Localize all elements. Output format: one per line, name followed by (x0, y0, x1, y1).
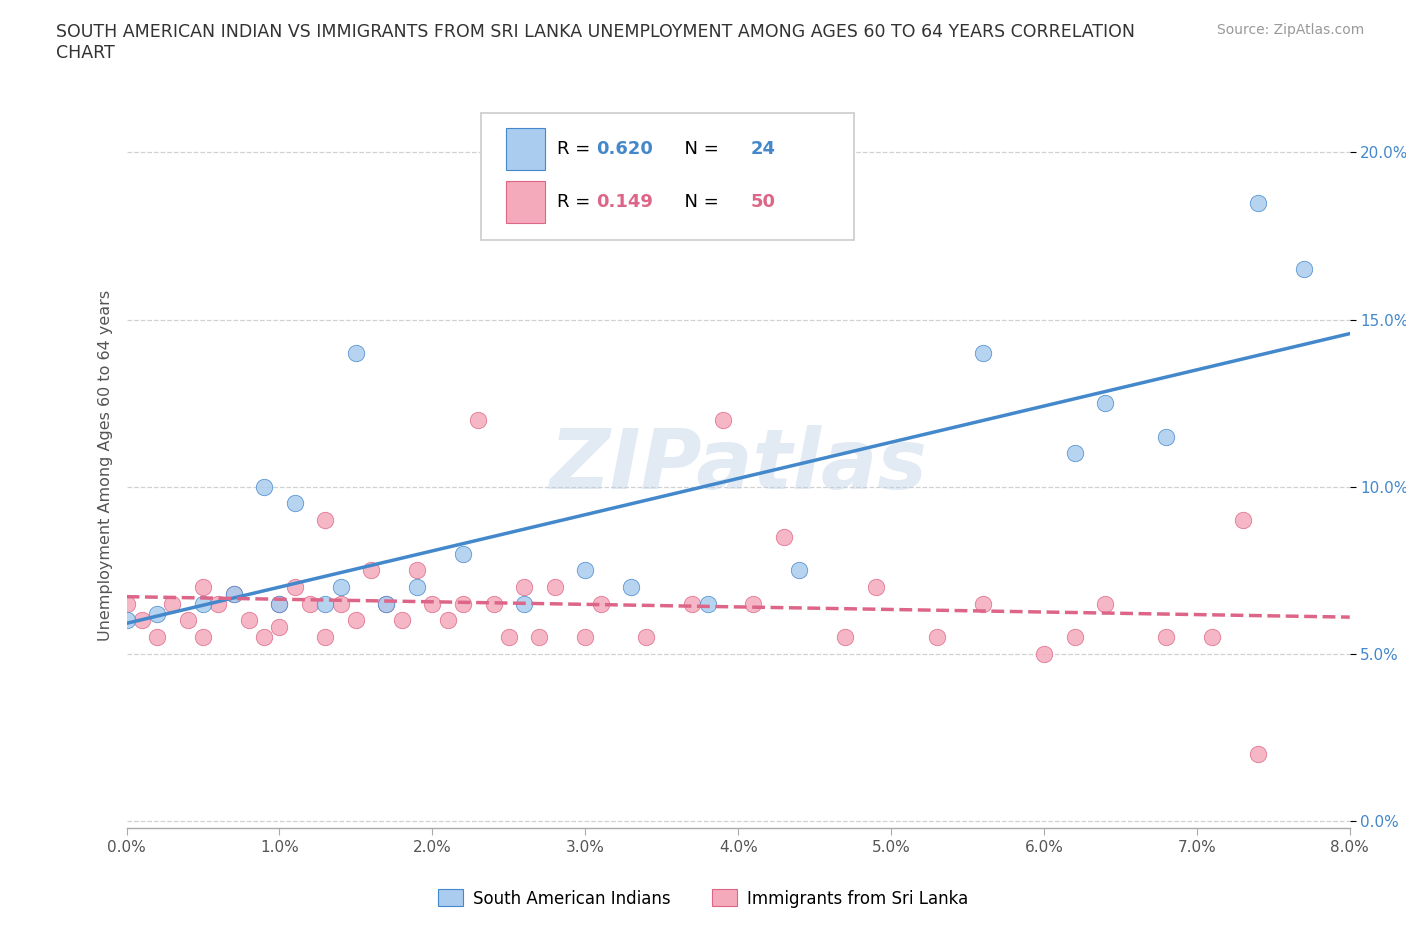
Point (1156, 630, 1178, 644)
Point (620, 579, 643, 594)
Point (972, 596, 994, 611)
Text: ZIPatlas: ZIPatlas (550, 424, 927, 506)
Point (1232, 512, 1254, 527)
Point (529, 630, 551, 644)
Point (681, 596, 703, 611)
Point (1247, 747, 1270, 762)
Point (773, 529, 796, 544)
Point (191, 630, 214, 644)
Point (375, 596, 398, 611)
Point (543, 579, 565, 594)
Legend: South American Indians, Immigrants from Sri Lanka: South American Indians, Immigrants from … (432, 883, 974, 914)
Point (422, 596, 444, 611)
Text: 0.149: 0.149 (596, 193, 654, 211)
Point (589, 596, 612, 611)
Point (1063, 630, 1085, 644)
Point (162, 596, 184, 611)
Point (344, 613, 367, 628)
Point (299, 596, 322, 611)
Point (314, 512, 336, 527)
Point (696, 596, 718, 611)
Point (467, 412, 489, 427)
Point (115, 596, 138, 611)
Point (329, 596, 352, 611)
Point (191, 596, 214, 611)
Text: 50: 50 (751, 193, 775, 211)
Text: SOUTH AMERICAN INDIAN VS IMMIGRANTS FROM SRI LANKA UNEMPLOYMENT AMONG AGES 60 TO: SOUTH AMERICAN INDIAN VS IMMIGRANTS FROM… (56, 23, 1135, 41)
Point (574, 563, 596, 578)
Point (131, 613, 153, 628)
Point (711, 412, 734, 427)
Text: N =: N = (673, 193, 725, 211)
Point (269, 596, 291, 611)
Point (269, 596, 291, 611)
Point (191, 579, 214, 594)
Point (344, 346, 367, 361)
Point (360, 563, 382, 578)
Text: R =: R = (557, 193, 596, 211)
Point (1094, 596, 1116, 611)
Point (314, 630, 336, 644)
Point (391, 613, 413, 628)
FancyBboxPatch shape (506, 181, 546, 223)
Point (253, 630, 276, 644)
Point (742, 596, 765, 611)
Point (284, 496, 307, 511)
Point (972, 346, 994, 361)
Point (238, 613, 260, 628)
Point (451, 546, 474, 561)
Point (222, 586, 245, 601)
Point (1032, 646, 1054, 661)
Point (1292, 262, 1315, 277)
Point (574, 630, 596, 644)
Point (406, 563, 429, 578)
Point (1156, 429, 1178, 444)
Y-axis label: Unemployment Among Ages 60 to 64 years: Unemployment Among Ages 60 to 64 years (97, 289, 112, 641)
Point (787, 563, 810, 578)
Point (146, 606, 169, 621)
Point (1201, 630, 1223, 644)
Point (146, 630, 169, 644)
Point (498, 630, 520, 644)
Text: N =: N = (673, 140, 725, 158)
Point (314, 596, 336, 611)
Point (834, 630, 856, 644)
Point (1063, 445, 1085, 460)
Text: Source: ZipAtlas.com: Source: ZipAtlas.com (1216, 23, 1364, 37)
Point (636, 630, 658, 644)
Point (253, 479, 276, 494)
Point (513, 579, 536, 594)
Point (269, 619, 291, 634)
Point (207, 596, 229, 611)
Text: R =: R = (557, 140, 596, 158)
Point (329, 579, 352, 594)
Text: 24: 24 (751, 140, 775, 158)
Point (115, 613, 138, 628)
Point (513, 596, 536, 611)
Point (284, 579, 307, 594)
Point (865, 579, 887, 594)
Point (375, 596, 398, 611)
Point (451, 596, 474, 611)
Point (925, 630, 948, 644)
FancyBboxPatch shape (506, 128, 546, 170)
Point (482, 596, 505, 611)
Point (1247, 195, 1270, 210)
Point (1094, 396, 1116, 411)
Text: 0.620: 0.620 (596, 140, 654, 158)
Text: CHART: CHART (56, 44, 115, 61)
Point (177, 613, 200, 628)
Point (222, 586, 245, 601)
Point (406, 579, 429, 594)
Point (436, 613, 458, 628)
FancyBboxPatch shape (481, 113, 855, 240)
